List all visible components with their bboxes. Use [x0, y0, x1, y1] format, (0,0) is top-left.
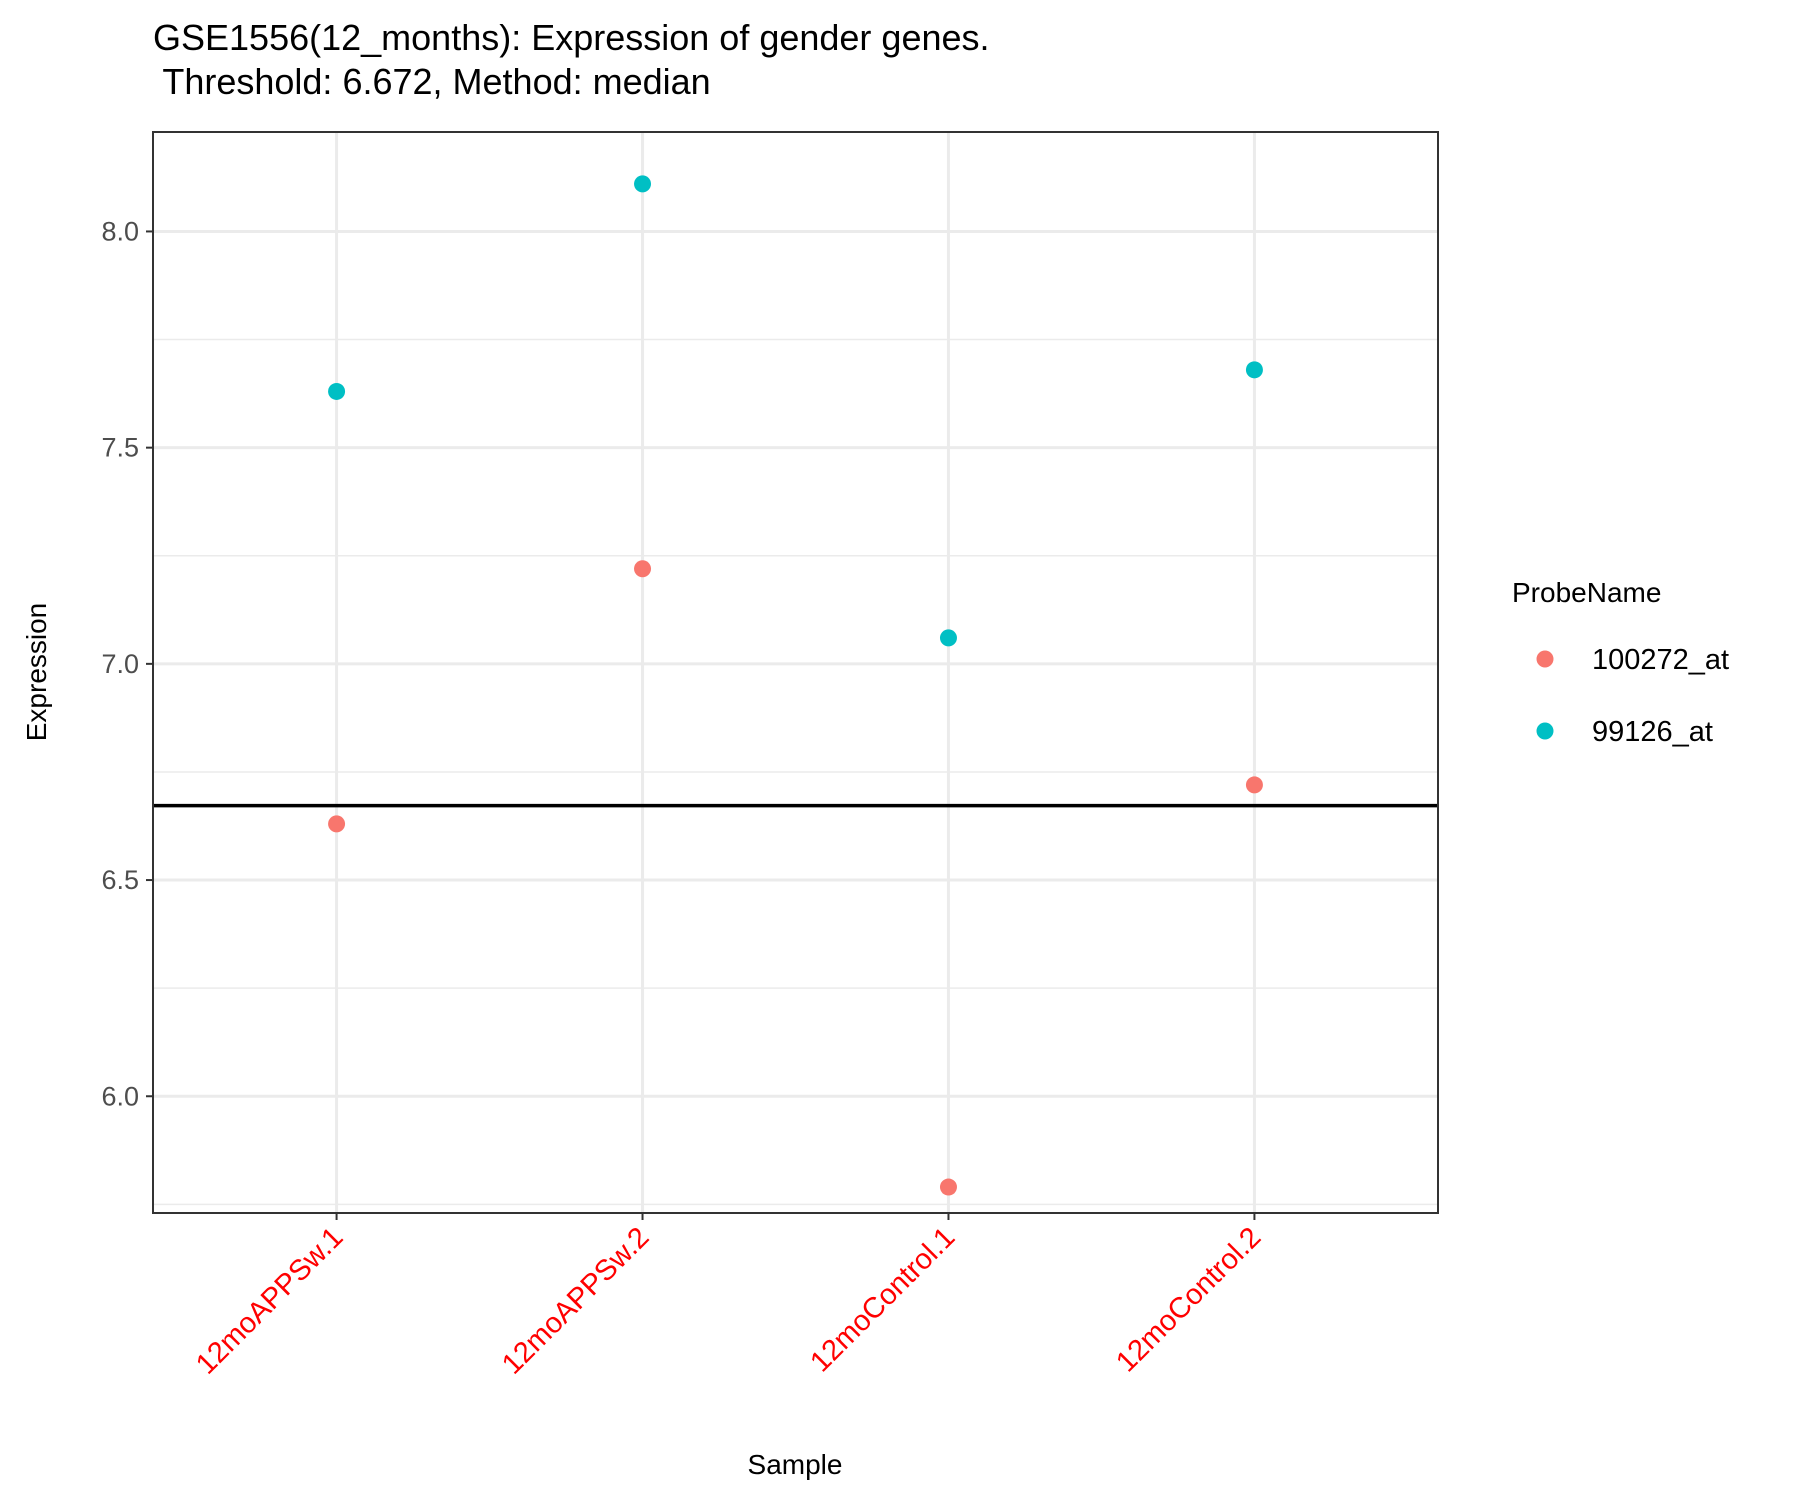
major-gridlines	[153, 132, 1438, 1213]
legend-key	[1536, 650, 1554, 668]
legend: ProbeName 100272_at 99126_at	[1512, 577, 1729, 748]
data-point	[328, 382, 346, 400]
legend-title: ProbeName	[1512, 577, 1661, 608]
y-axis-title: Expression	[21, 603, 52, 742]
data-point	[1245, 361, 1263, 379]
data-point	[939, 629, 957, 647]
legend-label: 100272_at	[1592, 644, 1729, 676]
data-point	[328, 815, 346, 833]
x-tick-label: 12moControl.1	[804, 1221, 961, 1378]
y-tick-label: 7.0	[101, 649, 139, 679]
y-axis: 6.0 6.5 7.0 7.5 8.0	[101, 216, 153, 1111]
legend-label: 99126_at	[1592, 716, 1713, 748]
minor-gridlines	[153, 338, 1438, 1206]
x-axis-title: Sample	[748, 1449, 843, 1480]
chart-subtitle: Threshold: 6.672, Method: median	[153, 61, 711, 102]
x-tick-label: 12moControl.2	[1110, 1221, 1267, 1378]
y-tick-label: 8.0	[101, 216, 139, 246]
y-tick-label: 6.5	[101, 865, 139, 895]
x-tick-label: 12moAPPSw.1	[190, 1221, 349, 1380]
chart-title: GSE1556(12_months): Expression of gender…	[153, 17, 990, 58]
data-points	[328, 175, 1263, 1196]
data-point	[634, 560, 652, 578]
x-tick-label: 12moAPPSw.2	[496, 1221, 655, 1380]
data-point	[1245, 776, 1263, 794]
y-tick-label: 6.0	[101, 1081, 139, 1111]
y-tick-label: 7.5	[101, 433, 139, 463]
plot-panel-border	[152, 131, 1439, 1214]
x-axis: 12moAPPSw.1 12moAPPSw.2 12moControl.1 12moC…	[190, 1213, 1267, 1381]
data-point	[634, 175, 652, 193]
data-point	[939, 1178, 957, 1196]
legend-key	[1536, 722, 1554, 740]
